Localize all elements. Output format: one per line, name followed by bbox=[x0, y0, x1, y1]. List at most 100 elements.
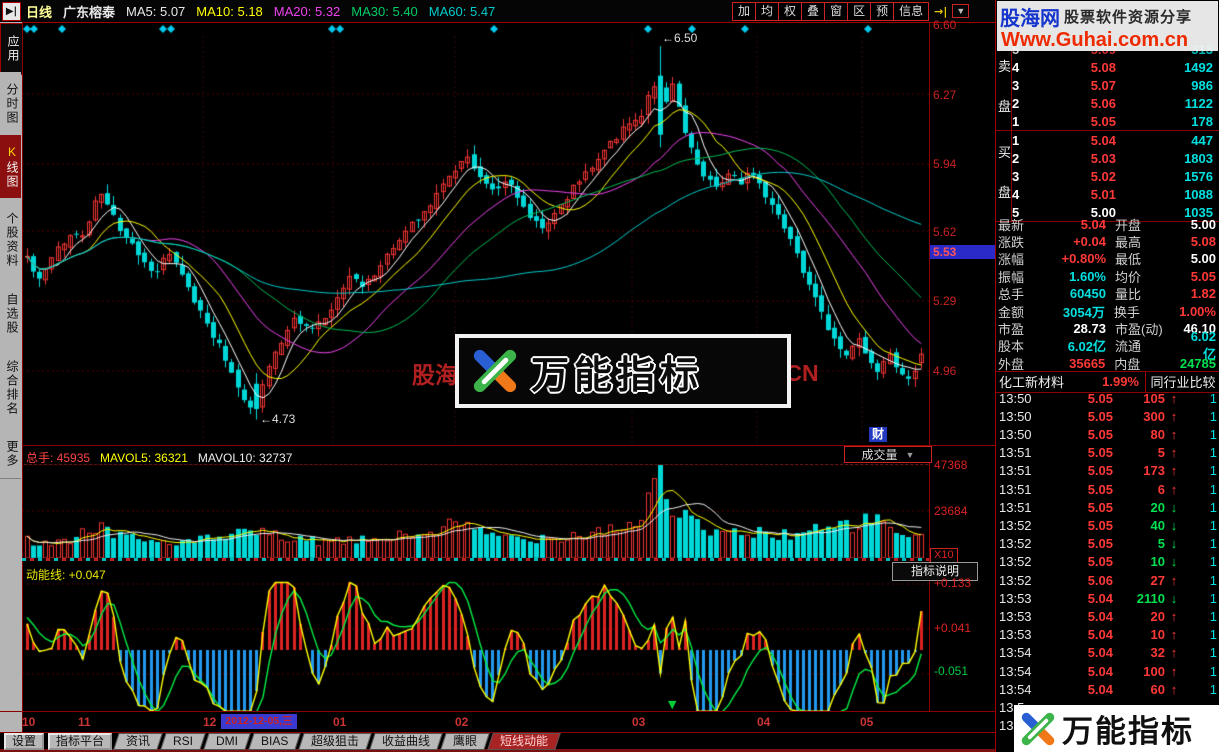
sidebar-item-K线图[interactable]: K线图 bbox=[0, 135, 21, 199]
toolbar-dropdown-icon[interactable]: ▼ bbox=[952, 4, 970, 18]
volume-type-label: 成交量 bbox=[861, 448, 898, 462]
tab-收益曲线[interactable]: 收益曲线 bbox=[369, 733, 444, 750]
ma-value-label: MA10: 5.18 bbox=[196, 3, 263, 19]
indicator-axis-label: +0.133 bbox=[934, 576, 972, 590]
toolbar-button-信息[interactable]: 信息 bbox=[893, 1, 930, 21]
tab-DMI[interactable]: DMI bbox=[203, 733, 251, 750]
indicator-axis-label: -0.051 bbox=[934, 664, 969, 678]
volume-legend-item: MAVOL5: 36321 bbox=[100, 451, 188, 465]
price-axis-label: 5.29 bbox=[933, 294, 957, 309]
price-axis-label: 6.27 bbox=[933, 87, 957, 102]
tab-资讯[interactable]: 资讯 bbox=[113, 733, 163, 750]
price: 5.00 bbox=[1090, 204, 1116, 220]
tab-RSI[interactable]: RSI bbox=[160, 733, 206, 750]
wanneng-watermark-center: 万能指标 bbox=[455, 334, 791, 408]
toolbar-button-加[interactable]: 加 bbox=[732, 1, 757, 21]
volume-legend-item: 总手: 45935 bbox=[26, 451, 91, 465]
sidebar-app-label[interactable]: 应用 bbox=[0, 23, 23, 75]
indicator-help-button[interactable]: 指标说明 bbox=[892, 562, 978, 581]
bottom-button-指标平台[interactable]: 指标平台 bbox=[48, 733, 113, 750]
order-book-row: 2 5.06 1122 bbox=[996, 94, 1219, 112]
stat-value: 1.60% bbox=[1069, 268, 1106, 284]
tick-direction-icon: ↓ bbox=[1170, 554, 1178, 570]
tick-direction-icon: ↓ bbox=[1170, 517, 1178, 533]
tick-count: 1 bbox=[1209, 681, 1217, 697]
toolbar-button-窗[interactable]: 窗 bbox=[824, 1, 849, 21]
toolbar-button-区[interactable]: 区 bbox=[847, 1, 872, 21]
order-book-row: 1 5.04 447 bbox=[996, 131, 1219, 149]
tick-direction-icon: ↑ bbox=[1170, 645, 1178, 661]
industry-name[interactable]: 化工新材料 bbox=[999, 375, 1065, 390]
tick-count: 1 bbox=[1209, 517, 1217, 533]
toolbar-buttons: 加均权叠窗区预信息 →| ▼ bbox=[732, 1, 970, 21]
toolbar-button-预[interactable]: 预 bbox=[870, 1, 895, 21]
tick-volume: 40 bbox=[1150, 517, 1165, 533]
period-label[interactable]: 日线 bbox=[26, 4, 53, 20]
price-axis-label: 4.96 bbox=[933, 364, 957, 379]
ma-legend: MA5: 5.07 MA10: 5.18 MA20: 5.32 MA30: 5.40 M… bbox=[126, 4, 495, 19]
month-label-10: 10 bbox=[22, 715, 36, 729]
stat-label: 最高 bbox=[1115, 234, 1142, 250]
tab-BIAS[interactable]: BIAS bbox=[248, 733, 302, 750]
tick-price: 5.06 bbox=[1087, 572, 1113, 588]
x-axis: 10 11 12 01 02 03 04 05 2012-12-05,三 bbox=[0, 713, 1012, 731]
price-axis-label: 6.60 bbox=[933, 18, 957, 32]
toolbar-button-叠[interactable]: 叠 bbox=[801, 1, 826, 21]
window-menu-icon[interactable]: ▶| bbox=[2, 2, 21, 21]
toolbar-button-权[interactable]: 权 bbox=[778, 1, 803, 21]
stat-value: 1.00% bbox=[1179, 303, 1216, 319]
volume-type-select[interactable]: 成交量 ▼ bbox=[844, 446, 932, 463]
tick-direction-icon: ↑ bbox=[1170, 572, 1178, 588]
buy-label-char2: 盘 bbox=[998, 185, 1012, 200]
finance-badge[interactable]: 财 bbox=[869, 427, 888, 442]
order-book-row: 2 5.03 1803 bbox=[996, 149, 1219, 167]
industry-compare-link[interactable]: 同行业比较 bbox=[1150, 375, 1216, 390]
ma-value-label: MA20: 5.32 bbox=[273, 3, 341, 19]
ma-value-label: MA30: 5.40 bbox=[351, 3, 418, 19]
chevron-down-icon[interactable]: ▼ bbox=[905, 449, 915, 460]
bottom-button-设置[interactable]: 设置 bbox=[4, 733, 45, 750]
tick-price: 5.04 bbox=[1087, 590, 1113, 606]
tab-鹰眼[interactable]: 鹰眼 bbox=[440, 733, 491, 750]
tick-price: 5.05 bbox=[1087, 445, 1113, 461]
sidebar-item-分时图[interactable]: 分时图 bbox=[0, 72, 21, 136]
volume-chart[interactable] bbox=[22, 447, 929, 559]
tick-direction-icon: ↑ bbox=[1170, 481, 1178, 497]
stats-row: 涨幅 +0.80% 最低 5.00 bbox=[996, 250, 1219, 268]
next-stock-icon[interactable]: →| bbox=[934, 4, 948, 18]
stat-value: 5.08 bbox=[1190, 233, 1216, 249]
stat-label: 总手 bbox=[998, 287, 1025, 303]
tick-price: 5.04 bbox=[1087, 608, 1113, 624]
level: 2 bbox=[1012, 150, 1020, 166]
indicator-chart[interactable] bbox=[22, 580, 929, 711]
tick-count: 1 bbox=[1209, 554, 1217, 570]
stat-label: 换手 bbox=[1113, 304, 1140, 320]
price: 5.03 bbox=[1090, 150, 1116, 166]
tab-超级狙击[interactable]: 超级狙击 bbox=[298, 733, 373, 750]
sidebar-item-个股资料[interactable]: 个股资料 bbox=[0, 198, 21, 283]
order-book-row: 1 5.05 178 bbox=[996, 112, 1219, 130]
sidebar-item-更多[interactable]: 更多 bbox=[0, 430, 21, 479]
tick-price: 5.05 bbox=[1087, 463, 1113, 479]
price: 5.05 bbox=[1090, 113, 1116, 129]
stat-value: 35665 bbox=[1069, 355, 1106, 371]
indicator-axis-label: +0.041 bbox=[934, 621, 972, 635]
tick-row: 13:51 5.05 20 ↓ 1 bbox=[996, 498, 1219, 516]
tab-短线动能[interactable]: 短线动能 bbox=[487, 733, 562, 750]
ma-value-label: MA5: 5.07 bbox=[126, 3, 186, 19]
toolbar-button-均[interactable]: 均 bbox=[755, 1, 780, 21]
tick-time: 13:51 bbox=[999, 463, 1032, 479]
stat-value: 28.73 bbox=[1073, 320, 1106, 336]
industry-row: 化工新材料 1.99% 同行业比较 bbox=[996, 371, 1219, 392]
volume-unit-label: X10 bbox=[930, 548, 958, 563]
divider bbox=[0, 732, 1012, 733]
bottom-strip bbox=[0, 749, 1012, 752]
watermark-fragment-left: 股海 bbox=[412, 362, 458, 388]
sidebar-item-综合排名[interactable]: 综合排名 bbox=[0, 346, 21, 431]
tick-row: 13:54 5.04 32 ↑ 1 bbox=[996, 644, 1219, 662]
wanneng-watermark-text: 万能指标 bbox=[531, 354, 704, 397]
month-label-02: 02 bbox=[455, 715, 469, 729]
tick-row: 13:52 5.06 27 ↑ 1 bbox=[996, 571, 1219, 589]
stat-value: 24785 bbox=[1179, 355, 1216, 371]
sidebar-item-自选股[interactable]: 自选股 bbox=[0, 282, 21, 347]
